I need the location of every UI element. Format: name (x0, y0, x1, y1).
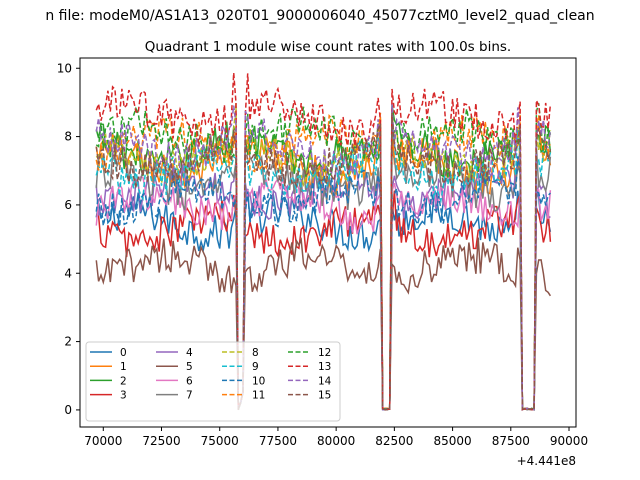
y-tick-label: 6 (64, 198, 72, 212)
legend-label: 5 (186, 361, 193, 373)
x-offset-label: +4.441e8 (517, 454, 576, 468)
legend-label: 3 (120, 390, 127, 402)
chart-title: Quadrant 1 module wise count rates with … (145, 39, 511, 55)
legend-label: 4 (186, 347, 193, 359)
y-tick-label: 2 (64, 335, 72, 349)
x-tick-label: 72500 (142, 434, 180, 448)
legend-label: 14 (318, 375, 332, 387)
x-tick-label: 82500 (375, 434, 413, 448)
x-tick-label: 70000 (84, 434, 122, 448)
legend-label: 6 (186, 375, 193, 387)
legend-label: 7 (186, 390, 193, 402)
legend-label: 2 (120, 375, 127, 387)
y-tick-label: 8 (64, 130, 72, 144)
y-tick-label: 10 (57, 61, 72, 75)
legend-label: 11 (252, 390, 265, 402)
x-tick-label: 90000 (550, 434, 588, 448)
legend-label: 9 (252, 361, 259, 373)
legend-label: 8 (252, 347, 259, 359)
figure-canvas: n file: modeM0/AS1A13_020T01_9000006040_… (0, 0, 640, 480)
y-tick-label: 4 (64, 266, 72, 280)
x-axis: 70000 72500 75000 77500 80000 82500 85000 87500… (84, 427, 588, 448)
x-tick-label: 85000 (433, 434, 471, 448)
legend-label: 1 (120, 361, 127, 373)
legend-label: 12 (318, 347, 331, 359)
legend-label: 0 (120, 347, 127, 359)
legend-label: 10 (252, 375, 265, 387)
x-tick-label: 77500 (259, 434, 297, 448)
x-tick-label: 87500 (492, 434, 530, 448)
legend-label: 15 (318, 390, 331, 402)
x-tick-label: 80000 (317, 434, 355, 448)
legend-label: 13 (318, 361, 331, 373)
figure-suptitle: n file: modeM0/AS1A13_020T01_9000006040_… (45, 8, 594, 24)
y-axis: 0 2 4 6 8 10 (57, 61, 80, 417)
x-tick-label: 75000 (201, 434, 239, 448)
y-tick-label: 0 (64, 403, 72, 417)
